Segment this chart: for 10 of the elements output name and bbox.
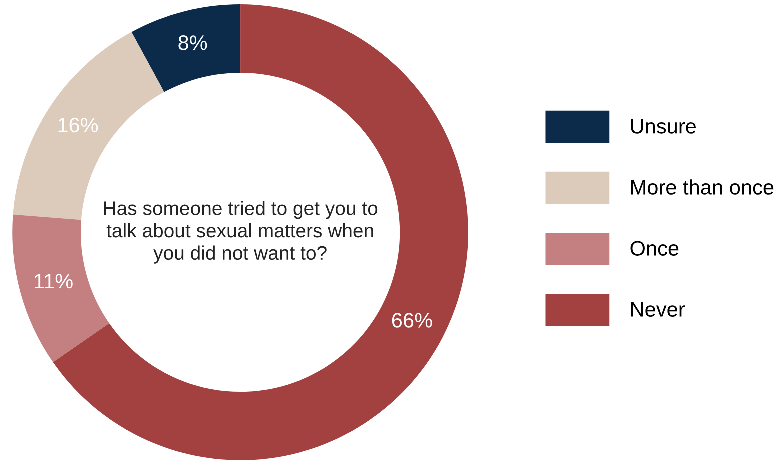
- data-label: 16%: [58, 118, 98, 133]
- legend-label: Never: [631, 302, 685, 317]
- legend-label: More than once: [631, 180, 774, 195]
- donut-slice: [132, 4, 241, 92]
- data-label: 66%: [392, 313, 432, 328]
- legend-label: Unsure: [631, 119, 696, 134]
- data-label: 11%: [35, 274, 73, 289]
- data-label: 8%: [178, 36, 208, 50]
- text: Has someone tried to get you to talk about sexual matters when you did not want to?: [104, 201, 378, 264]
- legend-label: Once: [630, 241, 679, 256]
